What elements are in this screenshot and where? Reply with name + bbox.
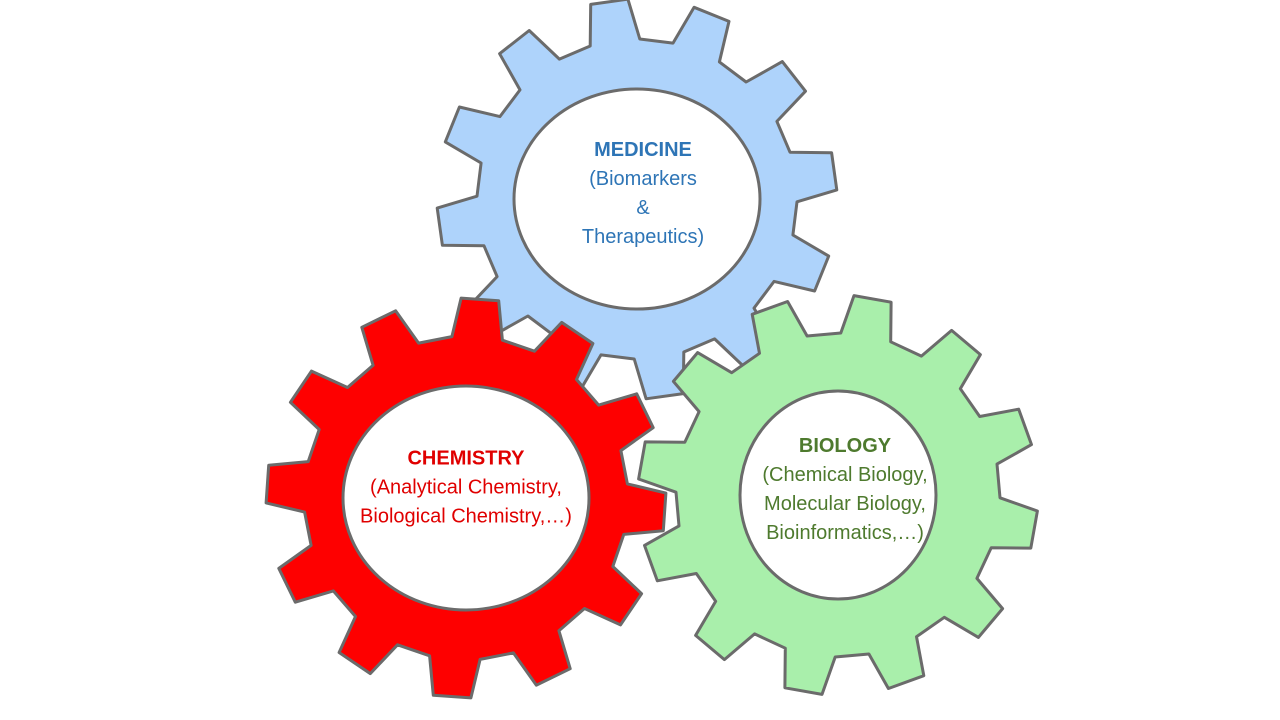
biology-line-3: Bioinformatics,…) (766, 522, 924, 544)
biology-line-1: (Chemical Biology, (762, 464, 928, 486)
chemistry-line-2: Biological Chemistry,…) (360, 505, 572, 528)
medicine-line-3: Therapeutics) (581, 226, 705, 248)
biology-label: BIOLOGY (Chemical Biology, Molecular Bio… (762, 432, 927, 548)
gear-medicine (435, 0, 839, 401)
medicine-line-2: & (636, 197, 650, 219)
gear-medicine-hub (512, 87, 762, 311)
medicine-line-1: (Biomarkers (589, 168, 697, 190)
biology-line-2: Molecular Biology, (764, 493, 926, 515)
gear-biology (637, 294, 1039, 696)
medicine-title: MEDICINE (594, 139, 692, 161)
biology-title: BIOLOGY (798, 435, 892, 457)
medicine-label: MEDICINE (Biomarkers & Therapeutics) (582, 136, 704, 252)
gear-chemistry-hub (341, 384, 591, 612)
chemistry-label: CHEMISTRY (Analytical Chemistry, Biologi… (360, 445, 572, 532)
gear-chemistry (264, 296, 668, 700)
gear-biology-hub (738, 389, 938, 601)
chemistry-line-1: (Analytical Chemistry, (370, 476, 562, 499)
chemistry-title: CHEMISTRY (407, 447, 525, 470)
